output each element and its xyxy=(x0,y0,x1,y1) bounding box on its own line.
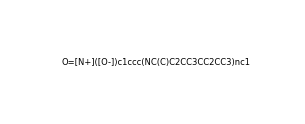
Text: O=[N+]([O-])c1ccc(NC(C)C2CC3CC2CC3)nc1: O=[N+]([O-])c1ccc(NC(C)C2CC3CC2CC3)nc1 xyxy=(62,58,251,67)
